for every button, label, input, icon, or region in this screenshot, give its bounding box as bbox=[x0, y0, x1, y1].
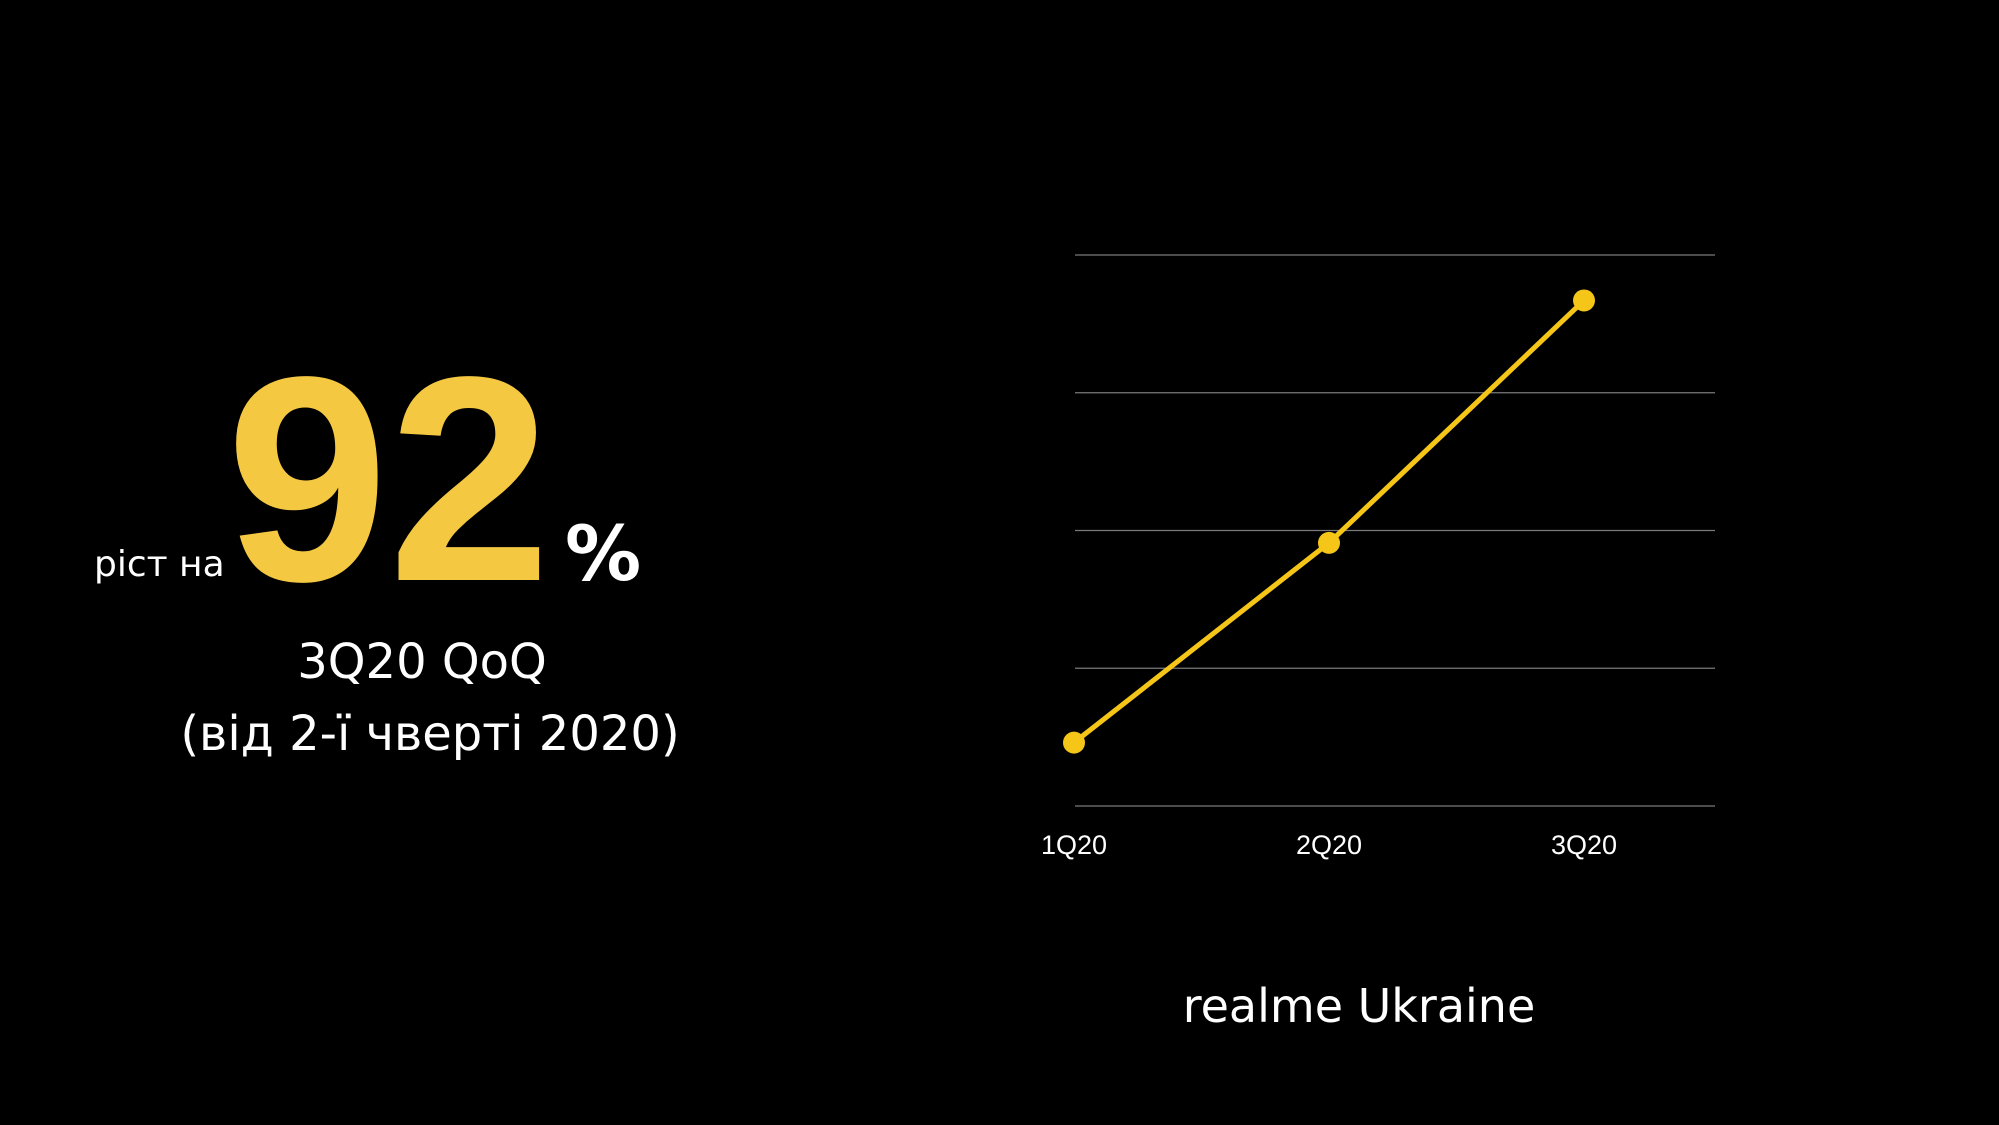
x-tick-label: 3Q20 bbox=[1551, 830, 1617, 860]
headline-value: 92 bbox=[226, 316, 551, 642]
headline-prefix: ріст на bbox=[94, 544, 225, 585]
point bbox=[1318, 531, 1340, 554]
point bbox=[1063, 731, 1085, 754]
chart-caption: realme Ukraine bbox=[1183, 979, 1536, 1033]
x-tick-label: 1Q20 bbox=[1041, 830, 1107, 860]
headline-line: (від 2-ї чверті 2020) bbox=[180, 706, 679, 762]
x-tick-label: 2Q20 bbox=[1296, 830, 1362, 860]
point bbox=[1573, 289, 1595, 312]
headline-unit: % bbox=[565, 509, 641, 598]
headline-line: 3Q20 QoQ bbox=[297, 634, 547, 690]
